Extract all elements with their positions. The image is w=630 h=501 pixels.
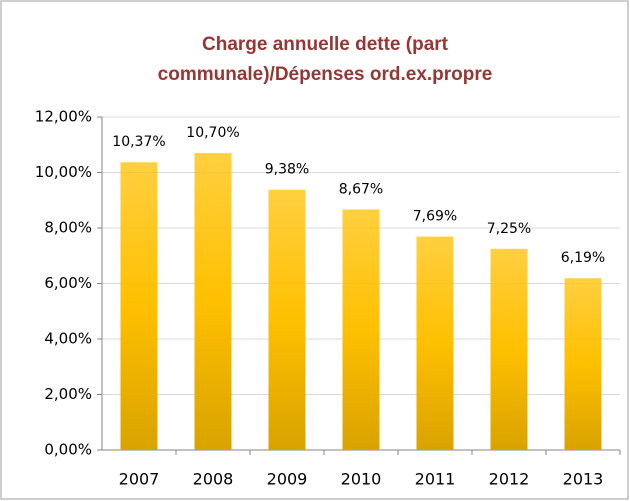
x-tick-label: 2012: [489, 470, 530, 489]
chart-title: communale)/Dépenses ord.ex.propre: [158, 64, 493, 85]
bar: [564, 278, 602, 450]
y-tick-label: 0,00%: [44, 441, 92, 459]
value-label: 7,25%: [487, 221, 531, 237]
value-label: 9,38%: [265, 162, 309, 178]
y-tick-label: 4,00%: [44, 330, 92, 348]
x-tick-label: 2010: [341, 470, 382, 489]
bar: [194, 153, 232, 450]
x-tick-label: 2013: [563, 470, 604, 489]
value-label: 10,37%: [112, 134, 165, 150]
value-label: 6,19%: [561, 250, 605, 266]
value-label: 8,67%: [339, 181, 383, 197]
chart-title: Charge annuelle dette (part: [202, 34, 449, 55]
bar: [490, 248, 528, 450]
y-tick-label: 8,00%: [44, 219, 92, 237]
bar: [416, 236, 454, 450]
x-tick-label: 2009: [267, 470, 308, 489]
y-tick-label: 2,00%: [44, 385, 92, 403]
bar: [120, 162, 158, 451]
x-tick-label: 2008: [193, 470, 234, 489]
value-label: 10,70%: [186, 125, 239, 141]
bar: [268, 189, 306, 450]
value-label: 7,69%: [413, 209, 457, 225]
y-tick-label: 6,00%: [44, 274, 92, 292]
bar: [342, 209, 380, 450]
y-tick-label: 10,00%: [35, 163, 92, 181]
x-tick-label: 2011: [415, 470, 456, 489]
x-tick-label: 2007: [119, 470, 160, 489]
y-tick-label: 12,00%: [35, 108, 92, 126]
